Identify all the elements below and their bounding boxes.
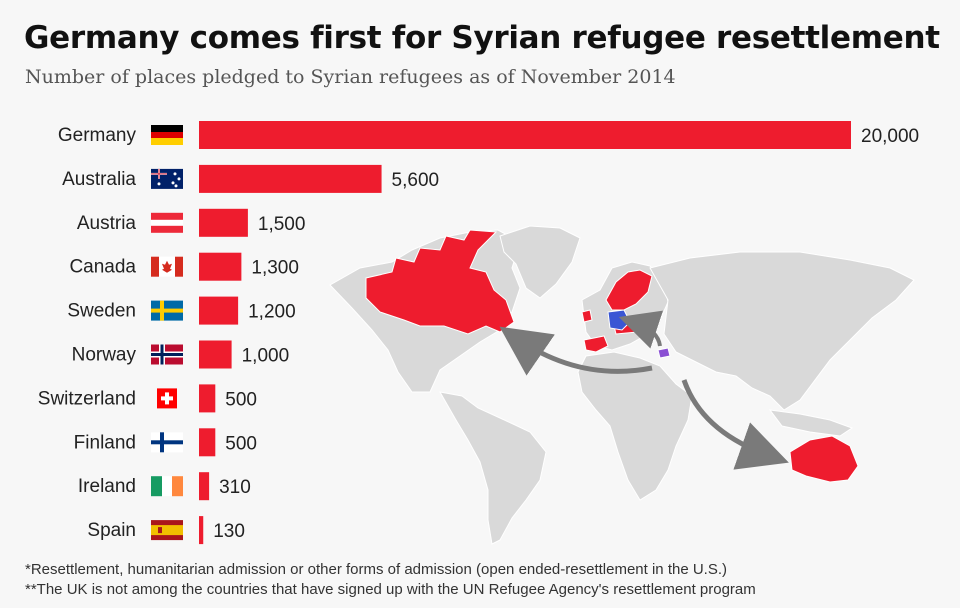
norway-flag <box>151 344 183 365</box>
value-label-sweden: 1,200 <box>248 302 296 323</box>
category-label-switzerland: Switzerland <box>38 388 136 409</box>
australia-flag <box>151 168 183 189</box>
value-label-australia: 5,600 <box>392 170 440 191</box>
arrow-to-canada <box>499 326 653 376</box>
value-label-austria: 1,500 <box>258 214 306 235</box>
bar-sweden <box>199 296 239 325</box>
bar-finland <box>199 428 216 457</box>
bar-germany <box>199 121 851 149</box>
bar-ireland <box>199 472 210 501</box>
map-greenland <box>499 225 581 299</box>
finland-flag <box>151 432 183 453</box>
spain-flag <box>151 520 183 541</box>
bar-canada <box>199 252 242 281</box>
value-label-spain: 130 <box>213 521 245 542</box>
category-label-ireland: Ireland <box>78 476 136 497</box>
footnote-2: **The UK is not among the countries that… <box>25 581 756 598</box>
map-canada <box>365 229 515 335</box>
arrow-to-germany <box>618 310 664 349</box>
map-syria <box>657 347 671 359</box>
austria-flag <box>151 212 183 233</box>
map-australia <box>789 435 859 483</box>
value-label-norway: 1,000 <box>242 346 290 367</box>
category-label-spain: Spain <box>87 520 136 541</box>
chart-subtitle: Number of places pledged to Syrian refug… <box>25 66 676 88</box>
value-label-finland: 500 <box>225 433 257 454</box>
category-label-finland: Finland <box>74 432 136 453</box>
category-label-austria: Austria <box>77 213 137 234</box>
bar-austria <box>199 208 248 237</box>
germany-flag <box>151 125 183 145</box>
category-label-norway: Norway <box>72 345 137 366</box>
footnote-1: *Resettlement, humanitarian admission or… <box>25 561 728 578</box>
category-label-sweden: Sweden <box>67 301 136 322</box>
world-map <box>329 225 915 545</box>
category-label-canada: Canada <box>69 257 136 278</box>
bars-layer: Germany 20,000 Australia 5,600 Austria 1,500 C… <box>38 121 919 545</box>
value-label-ireland: 310 <box>219 477 251 498</box>
switzerland-flag <box>157 388 177 409</box>
bar-switzerland <box>199 384 216 413</box>
value-label-canada: 1,300 <box>251 258 299 279</box>
value-label-germany: 20,000 <box>861 126 919 147</box>
map-south-america <box>439 391 547 545</box>
arrow-to-australia <box>681 379 789 470</box>
bar-spain <box>199 516 204 545</box>
map-scandinavia <box>605 269 653 311</box>
sweden-flag <box>151 300 183 321</box>
value-label-switzerland: 500 <box>225 389 257 410</box>
chart-title: Germany comes first for Syrian refugee r… <box>24 20 940 56</box>
ireland-flag <box>151 476 183 497</box>
category-label-germany: Germany <box>58 125 137 146</box>
map-ireland <box>581 309 593 323</box>
map-africa <box>577 351 693 501</box>
map-indonesia <box>768 409 854 437</box>
bar-norway <box>199 340 232 369</box>
map-asia <box>649 251 915 411</box>
canada-flag <box>151 256 183 277</box>
bar-australia <box>199 164 382 193</box>
map-spain <box>583 335 609 353</box>
category-label-australia: Australia <box>62 169 136 190</box>
